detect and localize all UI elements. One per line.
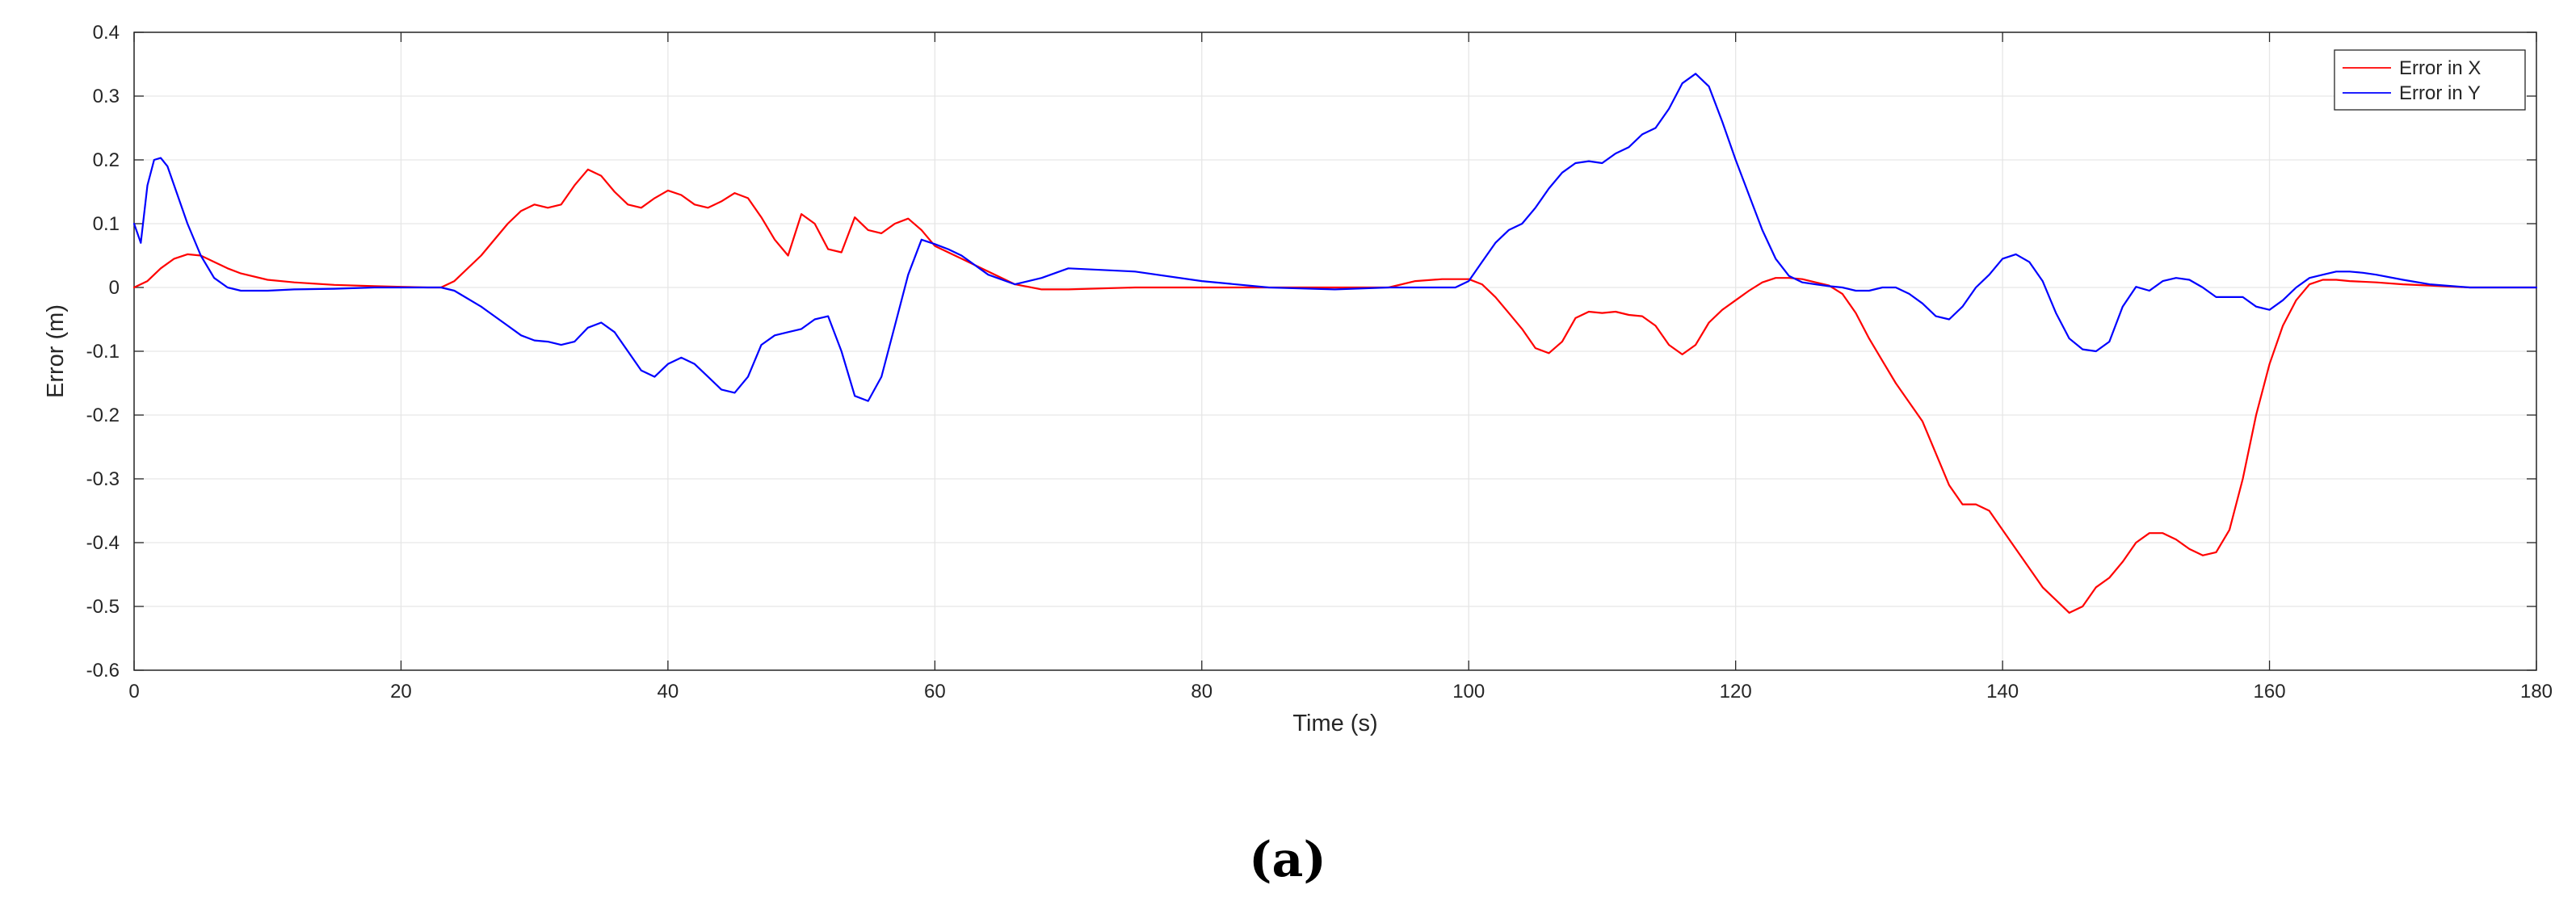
x-tick-label: 60 xyxy=(924,681,946,703)
x-tick-label: 180 xyxy=(2520,681,2553,703)
y-tick-label: 0.3 xyxy=(93,86,120,107)
series-line-error-x xyxy=(132,168,2538,614)
y-axis-label: Error (m) xyxy=(43,304,69,398)
x-tick-label: 20 xyxy=(390,681,412,703)
y-tick-label: -0.1 xyxy=(86,341,120,363)
x-tick-label: 0 xyxy=(128,681,139,703)
x-tick-label: 40 xyxy=(658,681,679,703)
legend-label-error-x: Error in X xyxy=(2399,57,2481,79)
y-tick-label: -0.5 xyxy=(86,596,120,618)
y-tick-label: 0 xyxy=(109,277,120,299)
y-tick-label: -0.4 xyxy=(86,532,120,554)
x-tick-label: 140 xyxy=(1986,681,2019,703)
y-tick-label: -0.6 xyxy=(86,660,120,682)
x-axis-label: Time (s) xyxy=(1292,711,1377,736)
legend: Error in X Error in Y xyxy=(2334,49,2526,111)
series-line-error-y xyxy=(132,73,2538,402)
x-tick-label: 100 xyxy=(1452,681,1485,703)
figure-caption: (a) xyxy=(1249,832,1326,888)
x-tick-label: 80 xyxy=(1191,681,1212,703)
y-tick-label: 0.4 xyxy=(93,22,120,44)
legend-box xyxy=(2334,49,2526,111)
axis-ticks: 0 20 40 60 80 100 120 140 160 180 -0.6 -0.5 -0.4 -0.3… xyxy=(86,22,2553,703)
y-tick-label: 0.1 xyxy=(93,213,120,235)
series-lines xyxy=(132,73,2538,614)
y-tick-label: 0.2 xyxy=(93,149,120,171)
y-tick-label: -0.3 xyxy=(86,468,120,490)
y-tick-label: -0.2 xyxy=(86,405,120,426)
x-tick-label: 160 xyxy=(2254,681,2286,703)
x-tick-label: 120 xyxy=(1720,681,1752,703)
legend-label-error-y: Error in Y xyxy=(2399,82,2481,104)
